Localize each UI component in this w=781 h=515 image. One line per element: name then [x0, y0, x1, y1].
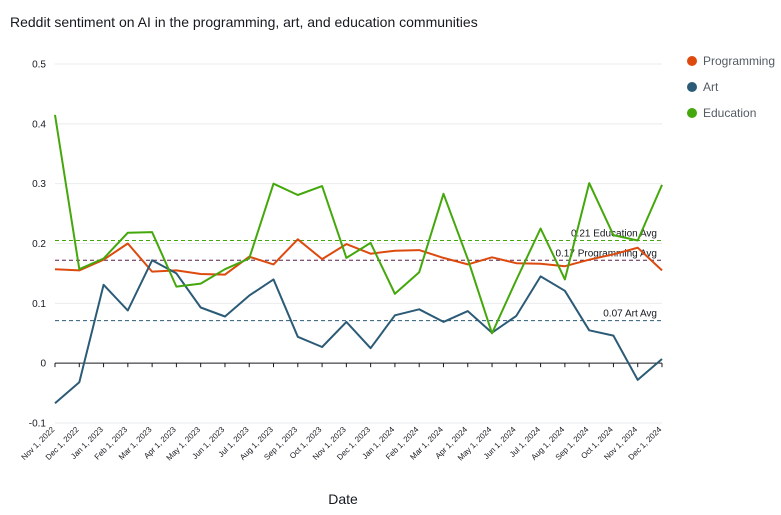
x-axis-title: Date: [328, 491, 358, 507]
y-tick-label: 0.2: [32, 239, 46, 250]
legend-marker[interactable]: [687, 82, 697, 92]
series-line-art: [54, 259, 663, 405]
reference-line-label: 0.17 Programming Avg: [555, 248, 657, 259]
reference-line-label: 0.07 Art Avg: [603, 309, 657, 320]
series-line-programming: [54, 238, 663, 276]
y-tick-label: -0.1: [29, 419, 47, 430]
y-tick-label: 0.3: [32, 179, 46, 190]
reference-line-label: 0.21 Education Avg: [571, 229, 657, 240]
series-line-education: [54, 114, 663, 335]
legend-marker[interactable]: [687, 56, 697, 66]
y-tick-label: 0.1: [32, 299, 46, 310]
legend-label[interactable]: Programming: [703, 54, 775, 68]
y-tick-label: 0.4: [32, 119, 46, 130]
legend-label[interactable]: Education: [703, 106, 756, 120]
chart-title: Reddit sentiment on AI in the programmin…: [10, 14, 478, 30]
legend-label[interactable]: Art: [703, 80, 719, 94]
y-tick-label: 0: [40, 359, 46, 370]
y-tick-label: 0.5: [32, 60, 46, 71]
legend-marker[interactable]: [687, 108, 697, 118]
series-lines: [54, 114, 663, 405]
grid-layer: [55, 63, 662, 424]
legend: Programming Art Education: [687, 54, 775, 120]
